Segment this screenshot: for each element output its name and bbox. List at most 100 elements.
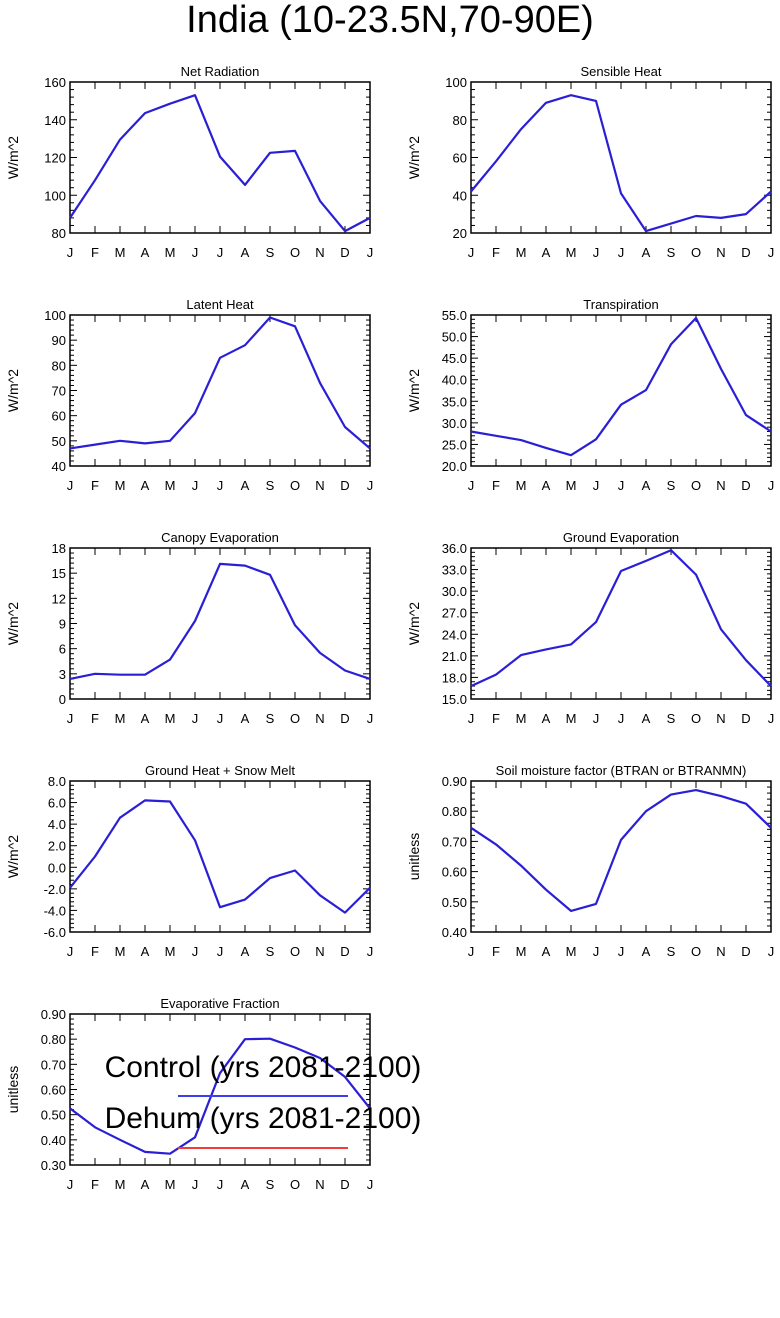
x-tick-label: M (516, 711, 527, 726)
y-tick-label: 40.0 (442, 373, 467, 388)
series-line (470, 549, 772, 688)
y-tick-label: 21.0 (442, 649, 467, 664)
plot-frame (470, 81, 772, 234)
x-tick-label: J (618, 944, 625, 959)
y-tick-label: 60 (453, 151, 467, 166)
legend-control-line (178, 1095, 348, 1097)
y-tick-label: 0 (59, 692, 66, 707)
x-tick-label: N (315, 478, 324, 493)
y-tick-label: 140 (44, 113, 66, 128)
y-tick-label: 15 (52, 566, 66, 581)
x-tick-label: J (367, 1177, 374, 1192)
x-tick-label: O (290, 1177, 300, 1192)
plot-frame (69, 780, 371, 933)
x-tick-label: S (266, 944, 275, 959)
y-tick-label: 70 (52, 384, 66, 399)
x-tick-label: S (667, 944, 676, 959)
x-tick-label: F (492, 245, 500, 260)
x-tick-label: A (642, 711, 651, 726)
chart-title: Net Radiation (181, 64, 260, 79)
y-tick-label: 100 (445, 75, 467, 90)
x-tick-label: M (516, 245, 527, 260)
y-tick-label: 80 (52, 226, 66, 241)
y-tick-label: 0.90 (442, 774, 467, 789)
x-tick-label: J (217, 711, 224, 726)
x-tick-label: D (741, 478, 750, 493)
y-tick-label: 27.0 (442, 606, 467, 621)
y-tick-label: 24.0 (442, 627, 467, 642)
plot-frame (69, 1013, 371, 1166)
y-tick-label: 60 (52, 409, 66, 424)
series-line (69, 94, 371, 233)
x-tick-label: D (340, 944, 349, 959)
legend-control-label: Control (yrs 2081-2100) (104, 1051, 422, 1084)
series-line (69, 562, 371, 680)
x-tick-label: M (165, 1177, 176, 1192)
y-tick-label: 15.0 (442, 692, 467, 707)
x-tick-label: F (91, 1177, 99, 1192)
y-tick-label: 18 (52, 541, 66, 556)
y-tick-label: 3 (59, 667, 66, 682)
x-tick-label: N (716, 245, 725, 260)
x-tick-label: J (593, 245, 600, 260)
x-tick-label: J (367, 245, 374, 260)
x-tick-label: N (716, 944, 725, 959)
x-tick-label: F (492, 711, 500, 726)
y-axis-label: W/m^2 (406, 136, 422, 179)
x-tick-label: S (667, 245, 676, 260)
x-tick-label: M (165, 478, 176, 493)
series-line (470, 94, 772, 233)
x-tick-label: M (115, 245, 126, 260)
y-tick-label: 30.0 (442, 416, 467, 431)
y-tick-label: 0.60 (442, 865, 467, 880)
x-tick-label: J (67, 245, 74, 260)
x-tick-label: O (290, 478, 300, 493)
x-tick-label: M (165, 711, 176, 726)
x-tick-label: M (566, 944, 577, 959)
x-tick-label: S (266, 245, 275, 260)
y-axis-label: W/m^2 (406, 369, 422, 412)
y-tick-label: 55.0 (442, 308, 467, 323)
x-tick-label: J (768, 944, 775, 959)
x-tick-label: J (367, 478, 374, 493)
x-tick-label: J (67, 478, 74, 493)
x-tick-label: M (516, 944, 527, 959)
x-tick-label: F (492, 944, 500, 959)
series-line (69, 1037, 371, 1155)
y-tick-label: -6.0 (44, 925, 66, 940)
x-tick-label: F (91, 944, 99, 959)
y-tick-label: -4.0 (44, 903, 66, 918)
y-tick-label: 2.0 (48, 839, 66, 854)
y-tick-label: 8.0 (48, 774, 66, 789)
x-tick-label: O (691, 478, 701, 493)
y-tick-label: 12 (52, 591, 66, 606)
chart-ground-heat-snow-melt: Ground Heat + Snow Melt W/m^2 -6.0 -4.0 -2.0… (5, 763, 373, 959)
x-tick-label: N (315, 1177, 324, 1192)
y-tick-label: 20.0 (442, 459, 467, 474)
y-tick-label: 100 (44, 308, 66, 323)
y-tick-label: 80 (453, 113, 467, 128)
chart-title: Sensible Heat (581, 64, 662, 79)
x-tick-label: N (315, 944, 324, 959)
x-tick-label: J (618, 245, 625, 260)
y-tick-label: 25.0 (442, 437, 467, 452)
x-tick-label: J (217, 1177, 224, 1192)
x-tick-label: O (290, 711, 300, 726)
x-tick-label: J (67, 944, 74, 959)
x-tick-label: A (141, 245, 150, 260)
chart-transpiration: Transpiration W/m^2 20.0 25.0 30.0 35.0 40.0 45… (406, 297, 774, 493)
x-tick-label: O (691, 711, 701, 726)
x-tick-label: O (691, 944, 701, 959)
series-line (470, 788, 772, 913)
y-tick-label: 0.70 (41, 1057, 66, 1072)
x-tick-label: J (192, 711, 199, 726)
x-tick-label: S (266, 478, 275, 493)
x-tick-label: S (667, 711, 676, 726)
y-tick-label: 0.90 (41, 1007, 66, 1022)
x-tick-label: S (667, 478, 676, 493)
x-tick-label: A (642, 478, 651, 493)
x-tick-label: S (266, 1177, 275, 1192)
